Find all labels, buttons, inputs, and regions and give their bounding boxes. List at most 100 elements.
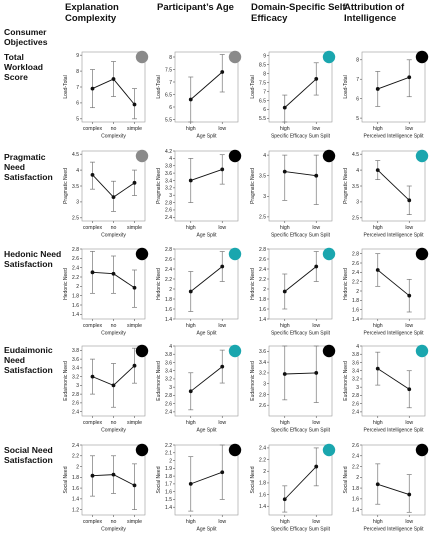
series-line [377, 269, 410, 297]
y-tick-label: 4 [356, 168, 359, 174]
y-tick-label: 2.8 [72, 247, 79, 253]
x-axis-label: Age Split [196, 331, 217, 337]
y-tick-label: 1.8 [72, 293, 79, 299]
data-point [220, 364, 225, 369]
y-tick-label: 2.8 [259, 392, 266, 398]
y-tick-label: 7 [263, 89, 266, 95]
y-axis-label: Social Need [343, 466, 349, 493]
y-tick-label: 2.4 [165, 215, 172, 221]
column-header-age: Participant’s Age [157, 2, 234, 13]
data-point [282, 169, 287, 174]
y-tick-label: 1.8 [352, 298, 359, 304]
y-tick-label: 2.8 [352, 251, 359, 257]
data-point [375, 268, 380, 272]
y-tick-label: 3.8 [165, 164, 172, 170]
y-tick-label: 1.2 [72, 507, 79, 513]
y-axis-label: Pragmatic Need [63, 168, 69, 204]
y-axis-label: Social Need [156, 466, 162, 493]
x-tick-label: low [405, 420, 413, 426]
y-axis-label: Load-Total [343, 75, 349, 98]
data-point [132, 483, 137, 488]
x-tick-label: high [373, 126, 383, 132]
row-header-hedonic: Hedonic Need Satisfaction [4, 249, 62, 269]
y-axis-label: Social Need [250, 466, 256, 493]
data-point [111, 271, 116, 276]
data-point [282, 372, 287, 376]
x-tick-label: complex [83, 323, 103, 329]
y-tick-label: 4 [76, 168, 79, 174]
y-tick-label: 2.4 [259, 446, 266, 452]
series-line [284, 266, 317, 292]
y-tick-label: 2.6 [165, 401, 172, 407]
series-line [284, 78, 317, 108]
chart-panel-r2-c2: 1.4 1.6 1.8 2 2.2 2.4 2.6 2.8 Hedonic Need high lo… [250, 247, 336, 337]
y-tick-label: 2.8 [259, 247, 266, 253]
x-tick-label: complex [83, 420, 103, 426]
data-point [407, 293, 412, 298]
row-header-eudaimonic: Eudaimonic Need Satisfaction [4, 345, 53, 375]
plot-frame [361, 248, 426, 320]
y-tick-label: 4.5 [72, 152, 79, 158]
y-tick-label: 3.4 [72, 366, 79, 372]
data-point [90, 86, 95, 91]
y-tick-label: 4 [169, 156, 172, 162]
data-point [90, 473, 95, 478]
x-tick-label: complex [83, 126, 103, 132]
x-axis-label: Perceived Intelligence Split [363, 428, 424, 434]
y-tick-label: 8 [169, 55, 172, 61]
y-tick-label: 2.2 [352, 464, 359, 470]
x-tick-label: low [405, 519, 413, 525]
data-point [132, 363, 137, 368]
y-axis-label: Pragmatic Need [156, 168, 162, 204]
y-axis-label: Load-Total [63, 75, 69, 98]
data-point [111, 77, 116, 81]
data-point [375, 87, 380, 91]
y-tick-label: 2.6 [165, 208, 172, 214]
plot-frame [174, 51, 239, 123]
y-tick-label: 2.6 [259, 403, 266, 409]
y-tick-label: 2 [263, 287, 266, 293]
y-tick-label: 2.2 [165, 277, 172, 283]
y-tick-label: 5.5 [165, 117, 172, 123]
y-tick-label: 2 [169, 287, 172, 293]
y-tick-label: 1.4 [352, 317, 359, 323]
data-point [375, 482, 380, 487]
data-point [314, 77, 319, 81]
y-tick-label: 3.2 [72, 374, 79, 380]
x-tick-label: high [280, 126, 290, 132]
x-axis-label: Age Split [196, 233, 217, 239]
y-tick-label: 5 [76, 117, 79, 123]
row-header-social: Social Need Satisfaction [4, 445, 53, 465]
y-tick-label: 1.8 [165, 297, 172, 303]
data-point [314, 464, 319, 469]
y-tick-label: 2 [169, 458, 172, 464]
data-point [282, 497, 287, 502]
chart-panel-r3-c0: 2.4 2.6 2.8 3 3.2 3.4 3.6 3.8 Eudaimonic Need com… [63, 344, 149, 434]
y-tick-label: 8.5 [259, 62, 266, 68]
data-point [282, 105, 287, 110]
y-tick-label: 2.4 [352, 270, 359, 276]
y-tick-label: 2.6 [352, 401, 359, 407]
chart-panel-r1-c2: 2.5 3 3.5 4 Pragmatic Need high low Specific Ef… [250, 149, 336, 239]
x-tick-label: high [280, 420, 290, 426]
y-tick-label: 6 [169, 105, 172, 111]
y-tick-label: 2.4 [72, 265, 79, 271]
data-point [111, 195, 116, 200]
y-tick-label: 3 [169, 385, 172, 391]
x-axis-label: Complexity [101, 233, 126, 239]
y-tick-label: 2 [356, 475, 359, 481]
chart-panel-r2-c3: 1.4 1.6 1.8 2 2.2 2.4 2.6 2.8 Hedonic Need high lo… [343, 247, 429, 337]
x-axis-label: Specific Efficacy Sum Split [271, 527, 331, 533]
plot-frame [268, 345, 333, 417]
y-tick-label: 7.5 [259, 80, 266, 86]
y-tick-label: 1.8 [259, 481, 266, 487]
y-tick-label: 2.2 [72, 454, 79, 460]
y-tick-label: 3.8 [165, 352, 172, 358]
y-tick-label: 9 [263, 53, 266, 59]
x-tick-label: low [218, 420, 226, 426]
y-tick-label: 3 [169, 193, 172, 199]
significance-marker [135, 443, 149, 457]
y-tick-label: 2.6 [352, 261, 359, 267]
significance-marker [228, 247, 242, 261]
